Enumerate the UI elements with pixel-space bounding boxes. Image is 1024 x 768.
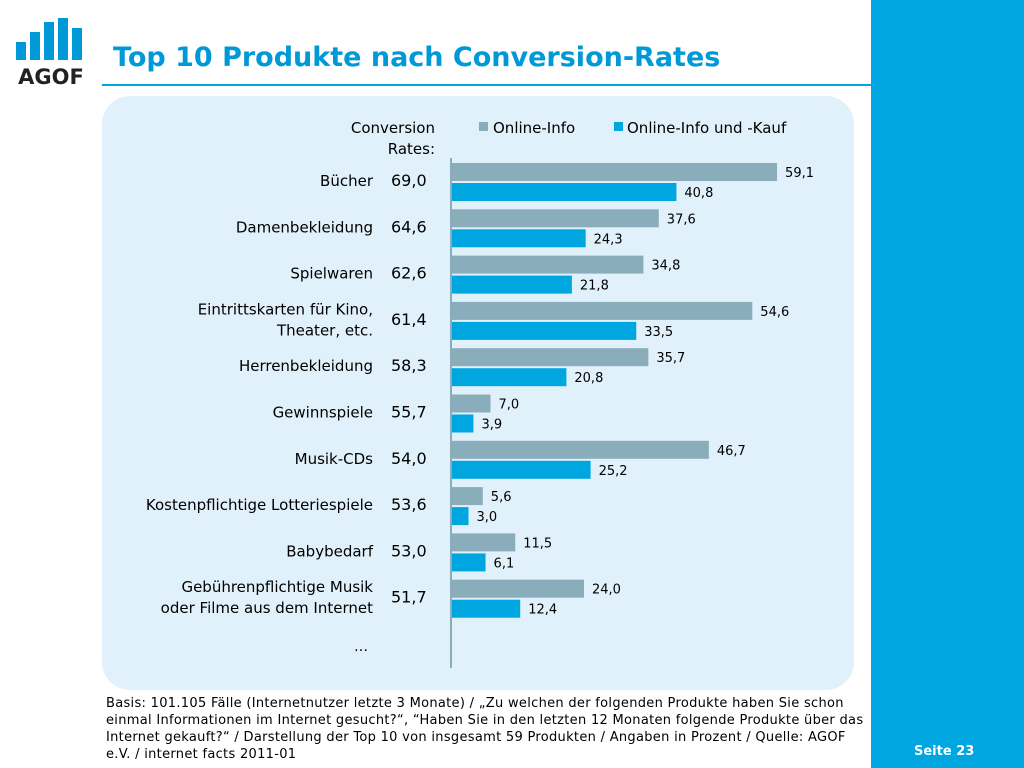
category-label: Herrenbekleidung — [239, 357, 373, 375]
bar-value-label: 37,6 — [667, 212, 696, 227]
bar-online-kauf — [452, 275, 572, 294]
bar-value-label: 54,6 — [760, 305, 789, 320]
conversion-rates-header: Conversion Rates: — [351, 119, 435, 158]
bar-value-label: 5,6 — [491, 490, 512, 505]
bar-value-label: 24,3 — [594, 232, 623, 247]
bar-online-info — [452, 255, 644, 274]
bar-online-info — [452, 579, 584, 598]
bar-online-info — [452, 163, 778, 181]
chart-row: Gewinnspiele 55,7 7,0 3,9 — [273, 394, 520, 433]
bar-value-label: 59,1 — [785, 166, 814, 181]
chart-row: Babybedarf 53,0 11,5 6,1 — [286, 533, 552, 572]
legend-swatch-online-info — [479, 122, 488, 131]
category-label: oder Filme aus dem Internet — [161, 599, 373, 617]
category-label: Theater, etc. — [276, 321, 373, 339]
page-number: Seite 23 — [914, 744, 975, 759]
bar-online-kauf — [452, 599, 521, 618]
more-marker: … — [354, 639, 368, 655]
bar-value-label: 12,4 — [528, 603, 557, 618]
conversion-rate-value: 58,3 — [391, 356, 427, 375]
bar-online-info — [452, 487, 483, 506]
bar-value-label: 46,7 — [717, 444, 746, 459]
conversion-header-line: Conversion — [351, 119, 435, 137]
legend-label-online-info: Online-Info — [493, 119, 575, 137]
agof-logo: AGOF — [16, 18, 84, 88]
bar-online-info — [452, 440, 709, 459]
page-title: Top 10 Produkte nach Conversion-Rates — [113, 42, 721, 73]
chart-row: Damenbekleidung 64,6 37,6 24,3 — [236, 209, 696, 248]
bar-online-info — [452, 209, 659, 228]
title-divider — [102, 84, 871, 86]
category-label: Damenbekleidung — [236, 218, 373, 236]
bar-online-kauf — [452, 414, 474, 433]
conversion-rate-value: 62,6 — [391, 264, 427, 283]
bar-value-label: 35,7 — [656, 351, 685, 366]
legend-swatch-online-kauf — [614, 122, 623, 131]
bar-online-kauf — [452, 368, 567, 387]
legend-label-online-kauf: Online-Info und -Kauf — [627, 119, 787, 137]
category-label: Musik-CDs — [295, 450, 374, 468]
conversion-rate-value: 51,7 — [391, 588, 427, 607]
bar-value-label: 21,8 — [580, 279, 609, 294]
category-label: Kostenpflichtige Lotteriespiele — [146, 496, 373, 514]
footnote: Basis: 101.105 Fälle (Internetnutzer let… — [106, 696, 864, 762]
bar-value-label: 3,0 — [477, 510, 498, 525]
conversion-rate-value: 69,0 — [391, 171, 427, 190]
bar-online-kauf — [452, 321, 637, 340]
chart-row: Spielwaren 62,6 34,8 21,8 — [290, 255, 680, 294]
bar-online-kauf — [452, 229, 586, 248]
bar-online-info — [452, 394, 491, 413]
bar-online-info — [452, 348, 649, 367]
bar-online-kauf — [452, 460, 591, 479]
category-label: Gewinnspiele — [273, 404, 373, 422]
conversion-rate-value: 53,6 — [391, 495, 427, 514]
chart-row: Bücher 69,0 59,1 40,8 — [320, 163, 814, 201]
conversion-rate-value: 55,7 — [391, 403, 427, 422]
conversion-rate-value: 54,0 — [391, 449, 427, 468]
bar-online-kauf — [452, 553, 486, 572]
conversion-rate-value: 53,0 — [391, 541, 427, 560]
conversion-rate-value: 64,6 — [391, 217, 427, 236]
bar-value-label: 40,8 — [684, 186, 713, 201]
bar-online-info — [452, 301, 753, 320]
category-label: Babybedarf — [286, 542, 374, 560]
chart-row: Herrenbekleidung 58,3 35,7 20,8 — [239, 348, 685, 387]
conversion-header-line: Rates: — [388, 140, 435, 158]
conversion-rate-value: 61,4 — [391, 310, 427, 329]
logo-text: AGOF — [18, 65, 84, 88]
bar-value-label: 20,8 — [574, 371, 603, 386]
bar-value-label: 3,9 — [481, 418, 502, 433]
chart-row: Eintrittskarten für Kino, Theater, etc. 61… — [198, 300, 789, 340]
bar-online-info — [452, 533, 516, 552]
bar-value-label: 7,0 — [499, 398, 520, 413]
bar-online-kauf — [452, 507, 469, 526]
bar-online-kauf — [452, 183, 677, 201]
category-label: Spielwaren — [290, 265, 373, 283]
chart-row: Kostenpflichtige Lotteriespiele 53,6 5,6 3,… — [146, 487, 512, 526]
bar-value-label: 34,8 — [651, 259, 680, 274]
bar-value-label: 33,5 — [644, 325, 673, 340]
chart-row: Gebührenpflichtige Musik oder Filme aus d… — [161, 578, 621, 618]
category-label: Gebührenpflichtige Musik — [181, 578, 373, 596]
bar-value-label: 25,2 — [599, 464, 628, 479]
category-label: Eintrittskarten für Kino, — [198, 300, 373, 318]
chart-legend: Online-Info Online-Info und -Kauf — [479, 119, 787, 137]
bar-value-label: 11,5 — [523, 536, 552, 551]
bar-value-label: 24,0 — [592, 583, 621, 598]
category-label: Bücher — [320, 172, 374, 190]
bar-value-label: 6,1 — [494, 556, 515, 571]
right-accent-band — [871, 0, 1024, 768]
chart-row: Musik-CDs 54,0 46,7 25,2 — [295, 440, 746, 479]
